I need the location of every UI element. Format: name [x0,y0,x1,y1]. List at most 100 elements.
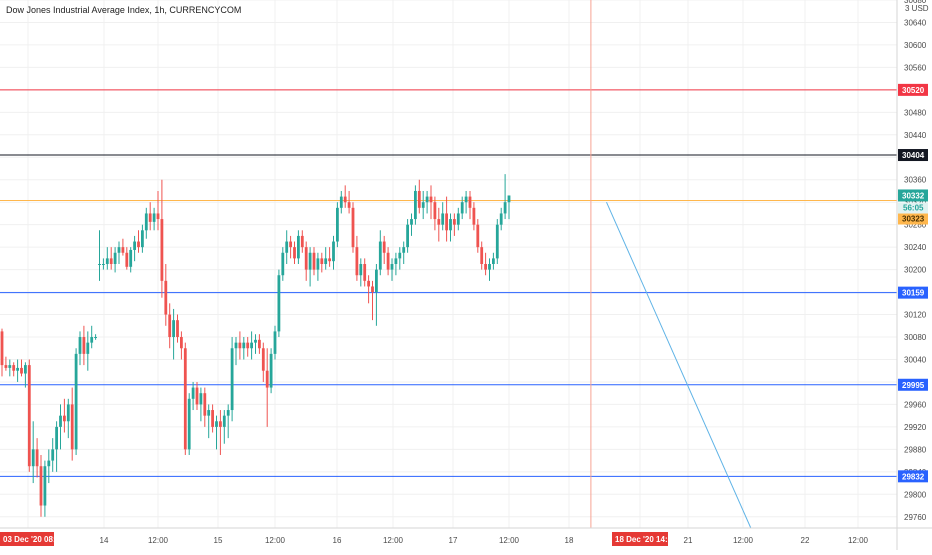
candle-body [86,342,90,354]
candle [261,342,265,382]
candle [203,387,207,427]
candle [445,196,448,242]
candle-body [460,202,464,214]
candle-body [261,348,265,371]
candle-body [304,247,308,270]
candle-body [172,320,175,338]
candle [456,207,460,231]
candle-body [449,219,452,231]
candle-body [250,342,253,349]
candle-body [12,365,16,371]
candle [164,264,168,326]
candle-body [281,252,285,276]
candle [265,348,269,427]
candle-body [332,241,335,262]
candle [499,207,503,231]
candle [148,202,152,231]
candle-body [90,337,94,343]
time-badge [612,532,668,546]
candle [382,235,386,264]
candle [254,334,257,354]
price-tick-label: 30040 [904,355,927,364]
candle-body [488,264,491,270]
candle-body [382,241,386,253]
price-tick-label: 29920 [904,423,927,432]
candle-body [238,342,242,349]
candle [378,230,382,276]
candle [70,387,74,461]
candle [488,258,491,281]
candle-body [160,219,164,281]
candle [222,410,226,444]
price-tick-label: 30600 [904,41,927,50]
candle-body [269,353,273,388]
candle [16,359,19,382]
price-tick-label: 30280 [904,221,927,230]
candle-body [98,264,101,265]
candle-body [472,207,476,225]
price-tick-label: 29760 [904,513,927,522]
candles [0,174,511,517]
time-tick-label: 12:00 [383,536,404,545]
candle [238,331,242,360]
candle [172,308,175,360]
candle [47,449,51,484]
candle-body [207,410,211,416]
price-tick-label: 30360 [904,176,927,185]
candle-body [433,202,437,220]
candle-body [31,449,35,467]
candle [449,213,452,242]
price-tick-label: 30640 [904,18,927,27]
candle [339,190,343,214]
candle-body [339,196,343,208]
candle-body [308,252,312,270]
candle [176,314,179,343]
candle-body [199,393,203,405]
candle [472,202,476,231]
candle [343,185,347,208]
candle [63,398,66,433]
candle [316,252,320,281]
candle [55,421,58,472]
price-tick-label: 29800 [904,490,927,499]
price-tick-label: 29880 [904,445,927,454]
candle [441,202,445,231]
candle-body [144,213,148,231]
candle-body [242,342,246,349]
time-tick-label: 12:00 [733,536,754,545]
candle [269,348,273,394]
candle-body [222,415,226,427]
candle [390,258,394,281]
candle-body [414,190,417,220]
candle-body [285,241,289,253]
candle-body [445,213,448,231]
price-tick-label: 30480 [904,108,927,117]
time-tick-label: 16 [333,536,342,545]
orange-level-label: 30323 [902,215,925,224]
price-tick-label: 30120 [904,311,927,320]
drawings [590,0,752,529]
time-tick-label: 18 [565,536,574,545]
candle-body [351,207,355,248]
candle [476,219,480,253]
candle [242,337,246,360]
candle [121,238,125,256]
candle-body [394,258,398,264]
candle [312,247,316,276]
candle [168,303,172,349]
candle [347,190,351,214]
candle [117,241,121,264]
candle [308,247,312,287]
candle [160,179,164,298]
price-axis[interactable]: 2976029800298402988029920299603000030040… [896,0,929,550]
candle-body [141,230,144,248]
candle [125,247,129,270]
time-axis[interactable]: 03 Dec '20 08:00 14 12:00 15 12:00 16 12:00 17 1… [0,527,932,546]
candle-body [503,202,507,214]
trend-line[interactable] [606,202,752,529]
candle [402,241,406,264]
time-badge [0,532,54,546]
candle-body [336,207,339,242]
